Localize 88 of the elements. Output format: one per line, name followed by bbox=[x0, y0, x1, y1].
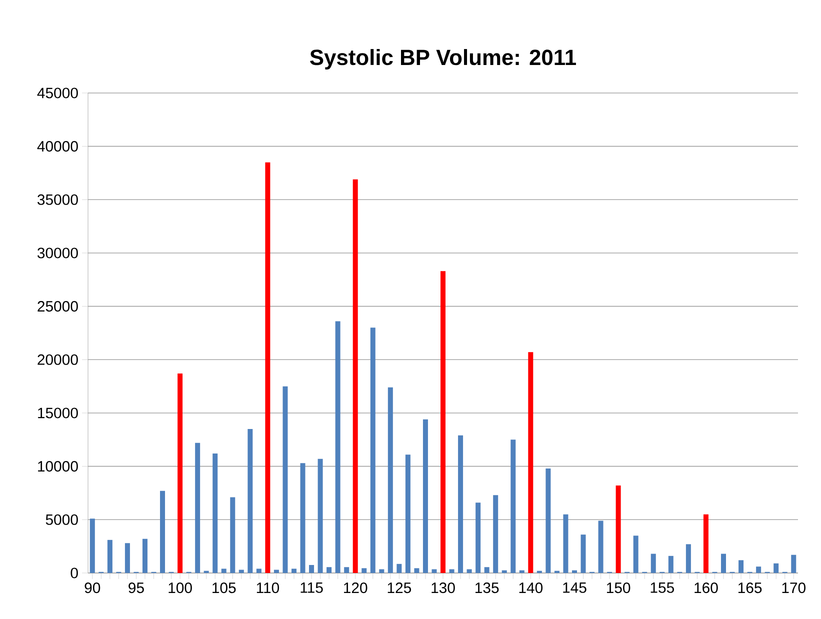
bar bbox=[546, 468, 551, 573]
bar bbox=[756, 566, 762, 573]
bar bbox=[124, 543, 130, 573]
bar bbox=[668, 556, 674, 573]
bar bbox=[248, 428, 253, 573]
bar bbox=[476, 502, 481, 573]
x-tick-label: 165 bbox=[738, 582, 762, 594]
bar bbox=[90, 518, 95, 573]
bar bbox=[440, 271, 446, 573]
bar bbox=[774, 563, 779, 573]
x-tick-label: 155 bbox=[650, 582, 674, 593]
bar bbox=[432, 569, 437, 573]
bar bbox=[326, 567, 332, 573]
bar bbox=[352, 179, 358, 573]
bar bbox=[458, 435, 464, 573]
x-tick-label: 150 bbox=[606, 582, 630, 594]
bar bbox=[256, 568, 262, 573]
x-tick-label: 95 bbox=[128, 582, 144, 594]
bar bbox=[370, 328, 376, 573]
y-tick-label: 20000 bbox=[38, 354, 78, 365]
bar bbox=[466, 569, 472, 573]
bar bbox=[309, 564, 314, 573]
bar bbox=[650, 554, 656, 573]
bar bbox=[738, 560, 744, 573]
bar bbox=[510, 440, 516, 573]
bar bbox=[598, 520, 604, 573]
bar bbox=[107, 540, 112, 573]
x-tick-label: 140 bbox=[519, 582, 543, 594]
bar bbox=[414, 568, 420, 573]
y-tick-label: 15000 bbox=[38, 408, 78, 418]
x-tick-label: 135 bbox=[476, 582, 499, 594]
bar bbox=[160, 490, 166, 573]
bar bbox=[265, 162, 270, 573]
bar bbox=[335, 321, 340, 573]
x-tick-label: 125 bbox=[388, 582, 412, 594]
x-tick-label: 120 bbox=[344, 582, 368, 594]
bar bbox=[362, 568, 367, 573]
y-tick-label: 0 bbox=[70, 568, 78, 578]
bar bbox=[580, 534, 586, 573]
bar bbox=[274, 570, 279, 573]
bar bbox=[405, 454, 410, 573]
x-tick-label: 170 bbox=[782, 582, 806, 594]
bar bbox=[502, 570, 507, 573]
bar bbox=[616, 486, 621, 573]
y-tick-label: 10000 bbox=[38, 461, 78, 472]
y-tick-label: 30000 bbox=[37, 248, 78, 258]
bar bbox=[388, 387, 393, 573]
bar bbox=[686, 544, 691, 573]
bar bbox=[178, 374, 183, 573]
x-tick-label: 90 bbox=[84, 582, 100, 594]
bar bbox=[238, 570, 244, 573]
bar bbox=[791, 554, 796, 573]
x-tick-label: 130 bbox=[432, 582, 455, 594]
y-tick-label: 40000 bbox=[37, 141, 78, 152]
bar bbox=[379, 569, 384, 573]
bar bbox=[396, 564, 402, 573]
bar bbox=[300, 463, 306, 573]
bar bbox=[230, 497, 236, 573]
x-tick-label: 110 bbox=[256, 582, 280, 594]
bar bbox=[282, 386, 288, 573]
bar bbox=[572, 570, 577, 573]
bar bbox=[344, 567, 350, 573]
bar bbox=[721, 554, 726, 573]
bar bbox=[563, 514, 568, 573]
bar bbox=[528, 352, 534, 573]
bar bbox=[318, 458, 323, 573]
bar bbox=[291, 568, 296, 573]
y-tick-label: 25000 bbox=[38, 301, 78, 312]
chart-title: Systolic BP Volume: 2011 bbox=[310, 49, 576, 70]
y-tick-label: 5000 bbox=[46, 514, 78, 525]
y-tick-label: 45000 bbox=[37, 88, 78, 98]
bar bbox=[519, 570, 524, 573]
x-tick-label: 145 bbox=[563, 582, 586, 593]
x-tick-label: 105 bbox=[212, 582, 236, 594]
x-tick-label: 100 bbox=[168, 582, 192, 594]
bar bbox=[703, 514, 708, 573]
bar bbox=[493, 495, 498, 573]
bar bbox=[633, 536, 638, 573]
bar bbox=[195, 442, 200, 573]
bar bbox=[142, 538, 148, 573]
bar bbox=[221, 568, 226, 573]
bar bbox=[484, 567, 490, 573]
x-tick-label: 160 bbox=[694, 582, 718, 594]
bar bbox=[449, 569, 454, 573]
bar bbox=[212, 454, 218, 573]
bar bbox=[422, 419, 428, 573]
y-tick-label: 35000 bbox=[37, 194, 78, 205]
x-tick-label: 115 bbox=[300, 582, 323, 593]
